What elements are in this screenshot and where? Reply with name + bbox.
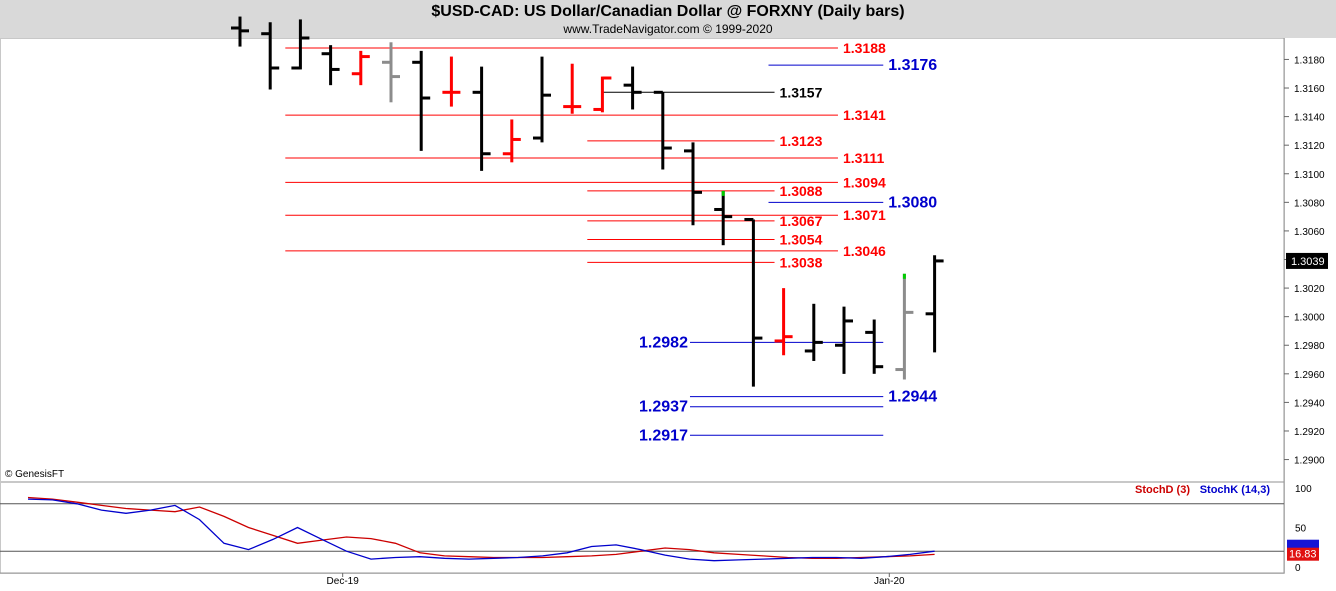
x-tick-label: Dec-19 [327, 576, 360, 587]
copyright-label: © GenesisFT [5, 469, 64, 480]
level-label: 1.2937 [639, 399, 688, 416]
level-label: 1.3067 [780, 213, 823, 229]
stoch-series-line [27, 498, 935, 562]
stochk-last-box [1287, 539, 1319, 549]
osc-tick-label: 100 [1295, 484, 1312, 495]
title-bar: $USD-CAD: US Dollar/Canadian Dollar @ FO… [0, 0, 1336, 38]
y-tick-label: 1.3000 [1294, 313, 1325, 324]
chart-title: $USD-CAD: US Dollar/Canadian Dollar @ FO… [431, 3, 905, 20]
level-label: 1.3094 [843, 174, 886, 190]
level-label: 1.3071 [843, 207, 886, 223]
level-label: 1.3141 [843, 107, 886, 123]
level-label: 1.3188 [843, 40, 886, 56]
stoch-last-label: 16.83 [1289, 549, 1317, 561]
osc-tick-label: 0 [1295, 563, 1301, 574]
y-tick-label: 1.2920 [1294, 427, 1325, 438]
level-label: 1.3123 [780, 133, 823, 149]
legend-stochk: StochK (14,3) [1200, 484, 1271, 496]
y-tick-label: 1.3020 [1294, 284, 1325, 295]
level-label: 1.2917 [639, 427, 688, 444]
level-label: 1.3080 [888, 194, 937, 211]
level-label: 1.3054 [780, 231, 823, 247]
chart-subtitle: www.TradeNavigator.com © 1999-2020 [563, 22, 773, 36]
y-tick-label: 1.3180 [1294, 55, 1325, 66]
last-price-box [1286, 252, 1328, 269]
legend-stochd: StochD (3) [1135, 484, 1190, 496]
level-label: 1.3111 [843, 150, 884, 166]
last-price-label: 1.3039 [1291, 256, 1325, 268]
level-label: 1.3176 [888, 57, 937, 74]
y-tick-label: 1.3140 [1294, 113, 1325, 124]
y-tick-label: 1.2960 [1294, 370, 1325, 381]
y-tick-label: 1.3060 [1294, 227, 1325, 238]
x-tick-label: Jan-20 [874, 576, 905, 587]
stoch-series-line [27, 496, 935, 559]
level-label: 1.2982 [639, 334, 688, 351]
y-tick-label: 1.3120 [1294, 141, 1325, 152]
y-tick-label: 1.2940 [1294, 398, 1325, 409]
level-label: 1.3038 [780, 254, 823, 270]
y-tick-label: 1.2900 [1294, 456, 1325, 467]
level-label: 1.2944 [888, 389, 937, 406]
y-tick-label: 1.3080 [1294, 198, 1325, 209]
level-label: 1.3088 [780, 183, 823, 199]
osc-tick-label: 50 [1295, 524, 1307, 535]
y-tick-label: 1.3100 [1294, 170, 1325, 181]
oscillator-panel-border [0, 482, 1285, 574]
level-label: 1.3157 [780, 84, 823, 100]
y-tick-label: 1.2980 [1294, 341, 1325, 352]
y-tick-label: 1.3160 [1294, 84, 1325, 95]
stochd-last-box [1287, 547, 1319, 561]
level-label: 1.3046 [843, 243, 886, 259]
